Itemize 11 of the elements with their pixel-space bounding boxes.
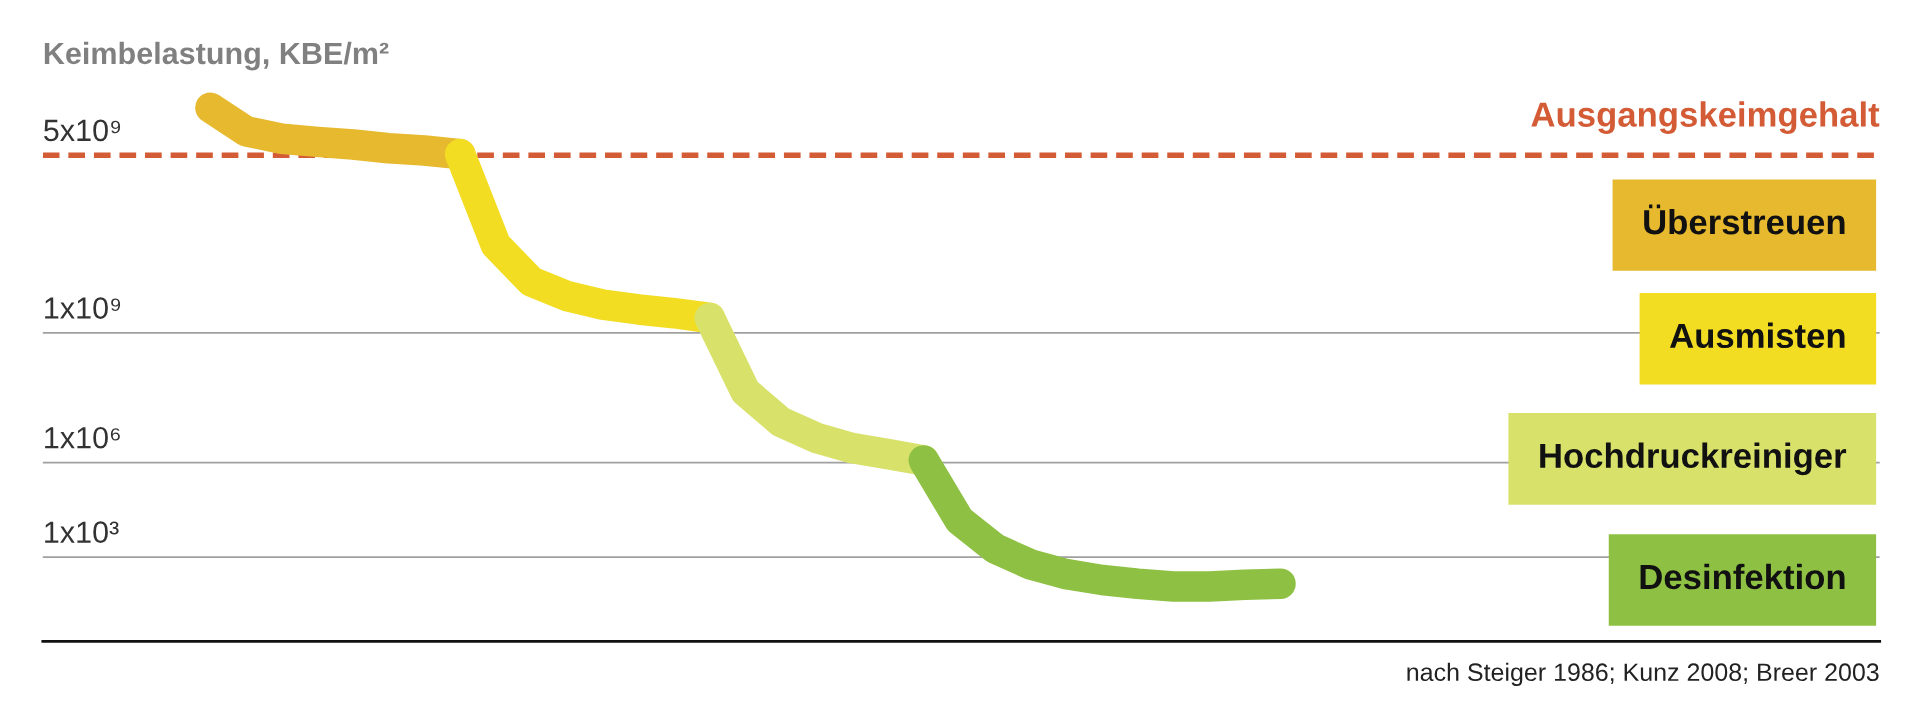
text: nach Steiger 1986; Kunz 2008; Breer 2003 <box>1407 662 1879 687</box>
ref-line-label: Ausgangskeimgehalt <box>1531 101 1880 134</box>
annotation: 1x10⁹ <box>45 297 121 319</box>
text: Ausmisten <box>1669 322 1845 349</box>
text: Desinfektion <box>1640 563 1845 590</box>
annotation: 5x10⁹ <box>44 119 121 142</box>
y-axis-title: Keimbelastung, KBE/m² <box>44 41 389 71</box>
annotation: 1x10³ <box>45 521 119 544</box>
annotation: 1x10⁶ <box>45 426 120 449</box>
text: Hochdruckreiniger <box>1540 442 1847 476</box>
text: Überstreuen <box>1644 204 1845 235</box>
